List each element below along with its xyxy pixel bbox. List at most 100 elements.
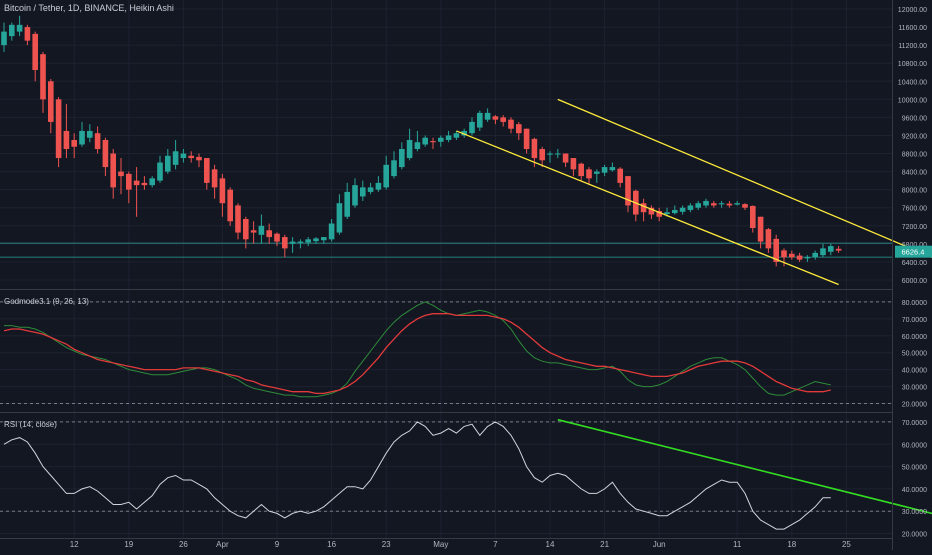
x-tick-label: Jun [653,540,666,549]
candle-body [508,119,514,129]
candle-body [609,167,616,171]
candle-body [477,112,483,128]
channel-line [456,130,839,286]
candle-body [469,121,475,134]
candle-body [656,211,662,217]
candle-body [711,203,717,206]
candle-body [383,164,389,188]
candle-body [71,139,77,147]
candle-body [328,223,335,240]
channel-line [557,98,932,258]
candle-body [484,112,491,120]
candle-body [360,187,366,197]
candle-body [9,24,15,37]
candle-body [165,155,171,172]
candle-body [118,171,124,177]
candle-body [672,209,678,214]
candle-body [219,178,226,204]
candle-body [703,200,709,206]
candle-body [828,246,834,252]
rsi-label: RSI (14, close) [4,420,57,429]
candle-body [648,207,655,215]
x-tick-label: 23 [382,540,391,549]
candle-body [406,139,413,159]
candle-body [617,168,623,183]
godmode-tick-label: 80.0000 [902,300,927,307]
candle-body [438,137,444,142]
rsi-pane [0,418,932,530]
candle-body [321,237,327,241]
candle-body [16,24,23,32]
candle-body [250,230,257,233]
candle-body [625,176,631,206]
candle-body [274,233,280,242]
rsi-trendline [557,418,932,515]
candle-body [243,219,249,240]
x-tick-label: 9 [275,540,280,549]
y-tick-label: 11600.00 [898,25,927,32]
godmode-tick-label: 30.0000 [902,385,927,392]
candle-body [266,230,272,238]
candle-body [40,54,46,100]
candle-body [820,248,826,256]
rsi-tick-label: 30.0000 [902,509,927,516]
godmode-tick-label: 40.0000 [902,368,927,375]
y-tick-label: 8400.00 [902,170,927,177]
rsi-tick-label: 20.0000 [902,532,927,539]
rsi-line [3,421,831,530]
x-tick-label: 19 [124,540,133,549]
candle-body [750,205,756,229]
candle-body [594,171,600,174]
candle-body [461,130,467,136]
candle-body [414,142,421,150]
candle-body [196,156,202,161]
candle-body [430,141,436,143]
candle-body [32,33,38,70]
candle-body [765,229,772,249]
rsi-tick-label: 50.0000 [902,465,927,472]
rsi-tick-label: 70.0000 [902,420,927,427]
candle-body [773,238,779,262]
candle-body [718,203,725,205]
godmode-pane [0,301,892,405]
candle-body [48,81,54,122]
candle-body [305,239,311,243]
candle-body [149,178,155,186]
candle-body [796,255,803,260]
x-tick-label: 11 [733,540,742,549]
candle-body [422,137,428,145]
candle-body [289,241,296,244]
x-tick-label: 26 [179,540,188,549]
y-tick-label: 10800.00 [898,61,927,68]
y-tick-label: 10400.00 [898,79,927,86]
godmode-tick-label: 70.0000 [902,317,927,324]
x-tick-label: 25 [842,540,851,549]
candle-body [742,204,748,208]
candle-body [313,238,319,242]
candle-body [781,250,787,258]
candle-body [578,163,584,177]
candle-body [79,130,85,145]
candle-body [55,99,62,159]
godmode-slow-line [3,313,831,395]
candle-body [492,116,499,120]
candle-body [188,155,194,159]
candle-body [87,130,93,138]
candle-body [63,130,70,150]
candle-body [204,158,210,183]
candle-body [679,207,686,212]
x-tick-label: 7 [493,540,498,549]
candle-body [687,205,694,210]
candle-body [516,124,522,134]
candle-body [1,31,7,46]
y-tick-label: 10000.00 [898,97,927,104]
candle-body [523,128,530,150]
x-tick-label: 16 [327,540,336,549]
candle-body [726,203,733,206]
candle-body [734,203,740,205]
candle-body [258,225,265,235]
candle-body [453,133,460,138]
candle-body [297,241,304,243]
